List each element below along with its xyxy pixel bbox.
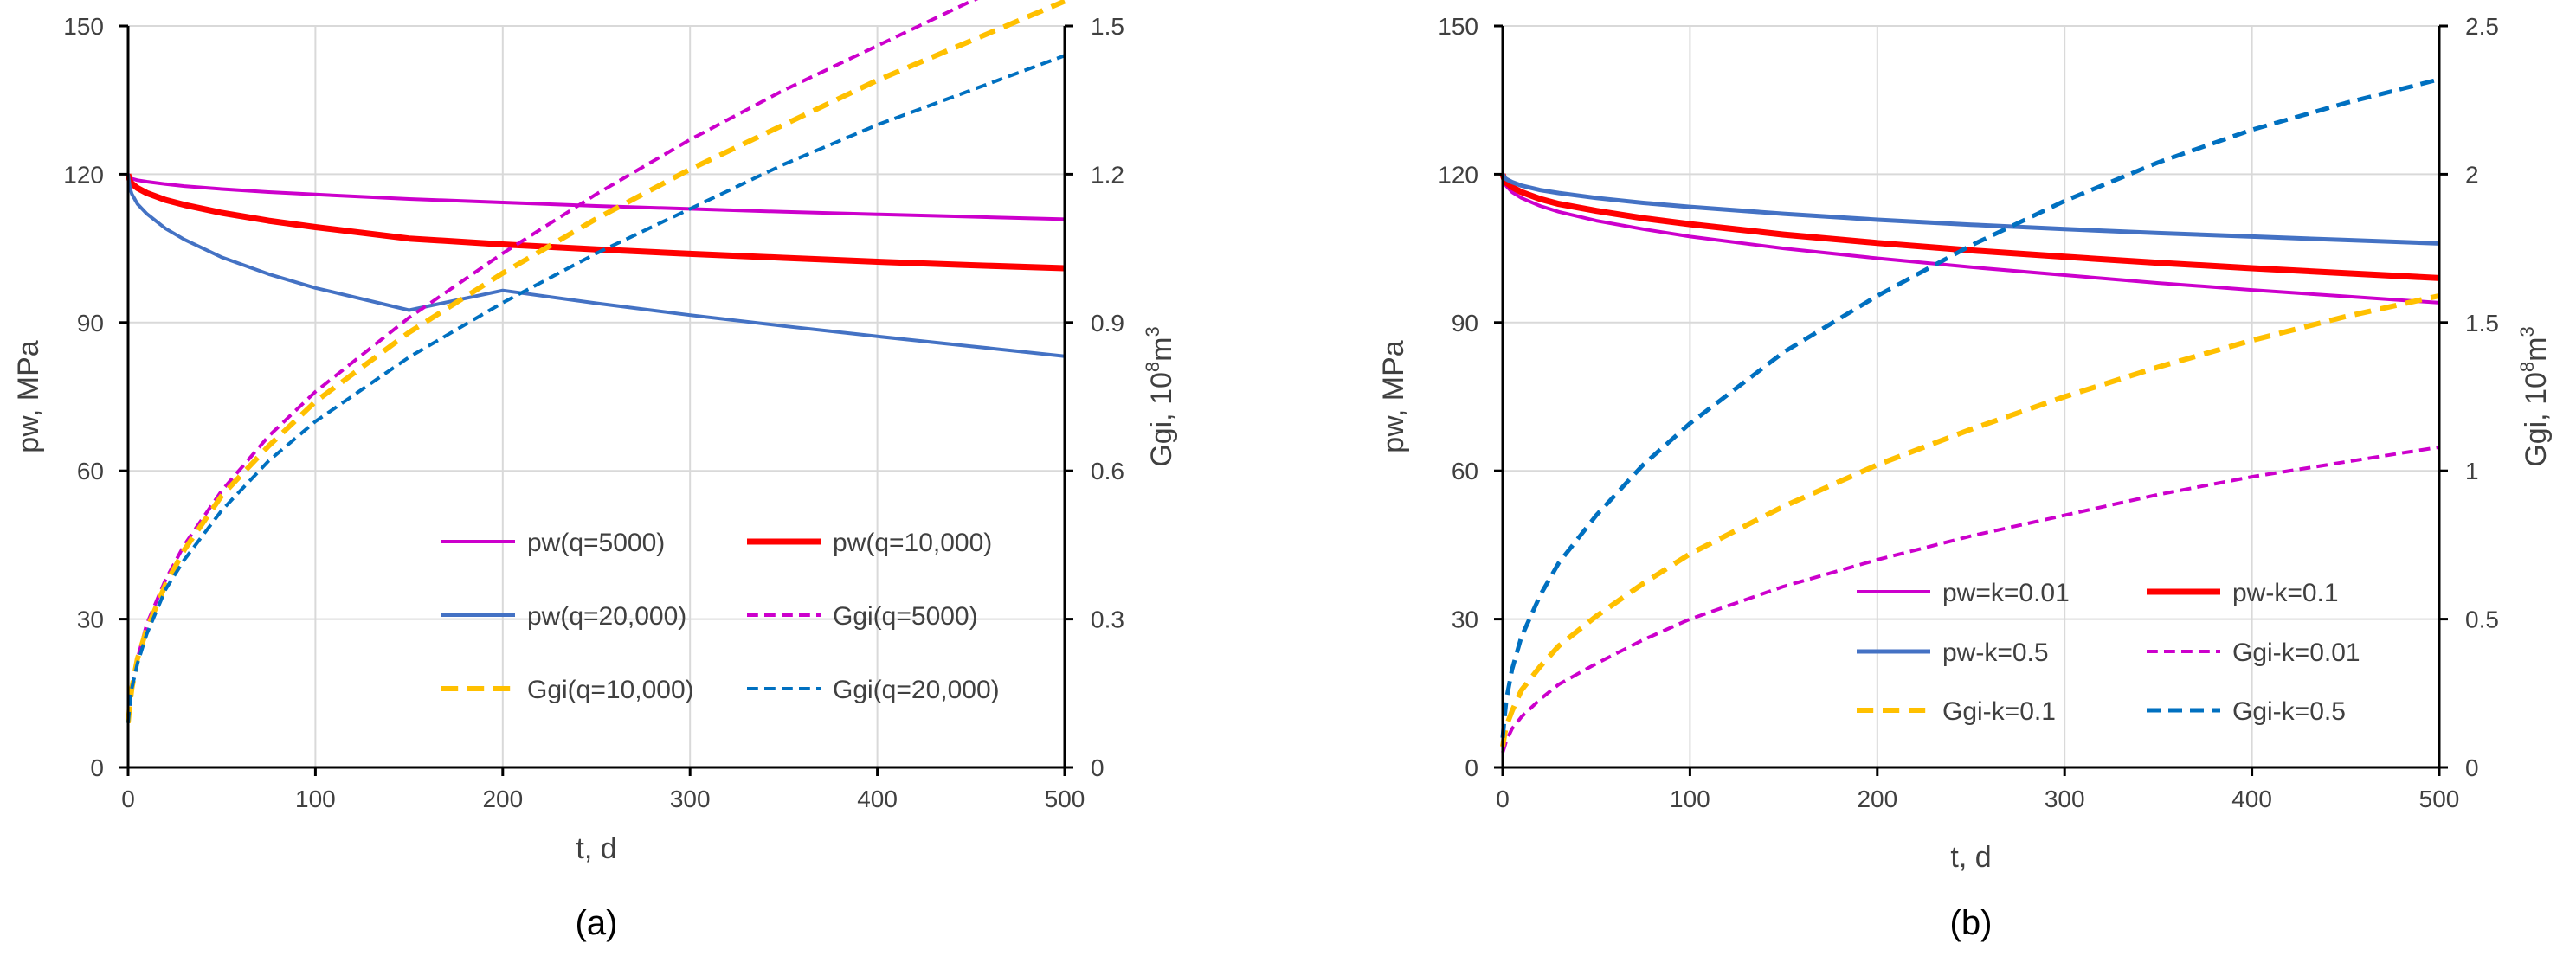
y2-axis-title-unit: m [1145,337,1178,362]
series-line-1 [1501,173,2440,305]
y-tick-label: 30 [1452,606,1478,633]
y-tick-label: 90 [1452,310,1478,337]
legend-label: Ggi-k=0.1 [1942,697,2056,726]
x-tick-label: 0 [1496,786,1510,812]
x-tick-label: 200 [1857,786,1897,812]
x-tick-label: 300 [2045,786,2085,812]
legend-label: Ggi(q=5000) [833,602,978,631]
series-line-6 [1500,77,2440,738]
x-tick-label: 400 [2231,786,2272,812]
y2-tick-label: 0 [1091,754,1104,781]
y2-axis-title-main: Ggi, 10 [1145,372,1178,467]
y2-axis-title-sup: 8 [2516,362,2538,372]
y2-tick-label: 1.5 [2465,310,2499,337]
panel-label: (b) [1950,904,1993,942]
y-tick-label: 120 [1438,161,1478,188]
legend-label: pw(q=10,000) [833,529,992,557]
legend-label: Ggi(q=20,000) [833,676,1000,704]
series-line-6 [126,54,1066,723]
y-axis-title: pw, MPa [1377,340,1410,452]
y-tick-label: 0 [90,754,104,781]
legend-label: pw-k=0.5 [1942,638,2049,667]
y2-tick-label: 0.5 [2465,606,2499,633]
x-tick-label: 0 [121,786,135,812]
y-tick-label: 30 [77,606,104,633]
x-axis-title: t, d [1950,841,1991,874]
series-line-2 [125,173,1066,272]
y2-tick-label: 0.3 [1091,606,1124,633]
series-line-1 [126,173,1066,221]
series-line-3 [1500,173,2440,246]
y2-axis-title: Ggi, 108m3 [1142,326,1178,466]
legend-label: pw-k=0.1 [2232,579,2339,607]
series-line-5 [1500,292,2440,747]
y-tick-label: 150 [1438,13,1478,40]
y2-tick-label: 0 [2465,754,2479,781]
y2-axis-title: Ggi, 108m3 [2516,326,2553,466]
y2-tick-label: 0.9 [1091,310,1124,337]
y-tick-label: 60 [1452,458,1478,484]
legend-label: Ggi-k=0.01 [2232,638,2360,667]
legend-label: pw=k=0.01 [1942,579,2070,607]
y2-tick-label: 2 [2465,161,2479,188]
x-tick-label: 500 [1045,786,1085,812]
legend-label: pw(q=20,000) [527,602,686,631]
x-tick-label: 100 [1670,786,1710,812]
series-line-2 [1499,173,2440,281]
y2-axis-title-main: Ggi, 10 [2520,372,2553,467]
legend-label: Ggi(q=10,000) [527,676,694,704]
legend-label: pw(q=5000) [527,529,665,557]
x-tick-label: 200 [482,786,523,812]
y-tick-label: 90 [77,310,104,337]
chart-panel-a: 0 100 200 300 400 500030609012015000.30.60.91… [12,0,1178,942]
x-tick-label: 400 [857,786,898,812]
y-tick-label: 120 [63,161,104,188]
panel-label: (a) [576,904,618,942]
x-tick-label: 500 [2419,786,2460,812]
series-line-3 [126,174,1066,358]
series-line-4 [1501,445,2440,754]
y2-axis-title-unit: m [2520,337,2553,362]
y-tick-label: 150 [63,13,104,40]
y2-axis-title-sup: 8 [1142,362,1163,372]
y2-axis-title-sup2: 3 [1142,326,1163,337]
y-tick-label: 0 [1465,754,1478,781]
y2-tick-label: 0.6 [1091,458,1124,484]
chart-panel-b: 0 100 200 300 400 500030609012015000.511.522.… [1377,13,2553,942]
x-tick-label: 300 [670,786,711,812]
y2-axis-title-sup2: 3 [2516,326,2538,337]
y-axis-title: pw, MPa [12,340,45,452]
x-axis-title: t, d [576,832,616,865]
legend: pw(q=5000) pw(q=10,000) pw(q=20,000) Ggi(q=… [441,529,1000,704]
y2-tick-label: 1 [2465,458,2479,484]
legend: pw=k=0.01 pw-k=0.1 pw-k=0.5 Ggi-k=0.01 Ggi-k… [1857,579,2360,726]
y2-tick-label: 1.2 [1091,161,1124,188]
x-tick-label: 100 [295,786,336,812]
legend-label: Ggi-k=0.5 [2232,697,2346,726]
y2-tick-label: 2.5 [2465,13,2499,40]
y-tick-label: 60 [77,458,104,484]
y2-tick-label: 1.5 [1091,13,1124,40]
